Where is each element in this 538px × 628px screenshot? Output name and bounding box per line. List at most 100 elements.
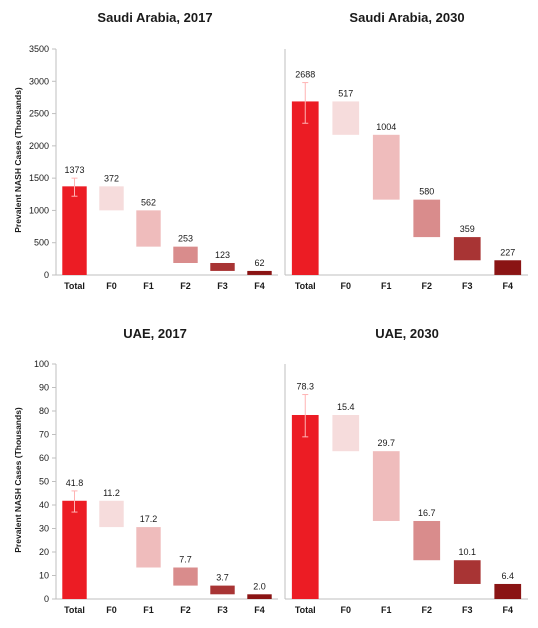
- bar-f1: [372, 134, 400, 200]
- x-tick-label: F0: [106, 281, 117, 291]
- error-bar: [302, 394, 309, 438]
- bar-f0: [332, 101, 360, 135]
- data-label: 123: [215, 250, 230, 260]
- bar-f2: [173, 567, 198, 586]
- panel-uae-2017: UAE, 2017 Prevalent NASH Cases (Thousand…: [13, 326, 278, 615]
- panel-uae-2030: UAE, 2030 78.3 Total 15.4 F0 29.7 F1 16.7 F2 10.…: [284, 326, 528, 615]
- x-tick-label: Total: [295, 605, 316, 615]
- bar-f3: [210, 262, 235, 271]
- bar-f1: [136, 210, 161, 247]
- y-tick-label: 2500: [29, 109, 49, 119]
- y-tick-label: 3500: [29, 44, 49, 54]
- bar-f1: [136, 527, 161, 568]
- panel-title: Saudi Arabia, 2017: [97, 10, 212, 25]
- data-label: 580: [419, 187, 434, 197]
- y-tick-label: 2000: [29, 141, 49, 151]
- x-tick-label: F0: [340, 605, 351, 615]
- y-tick-label: 80: [39, 406, 49, 416]
- plot-area: 2688 Total 517 F0 1004 F1 580 F2 359 F3 227 F4: [284, 49, 528, 291]
- bar-f4: [247, 270, 272, 275]
- data-label: 41.8: [66, 478, 84, 488]
- y-tick-label: 60: [39, 453, 49, 463]
- y-tick-label: 10: [39, 571, 49, 581]
- x-tick-label: F0: [340, 281, 351, 291]
- bar-f4: [494, 583, 522, 599]
- bar-f0: [332, 414, 360, 452]
- data-label: 16.7: [418, 508, 436, 518]
- y-tick-label: 20: [39, 547, 49, 557]
- plot-area: 0 500 1000 1500 2000 2500 3000 3500 1373 Total 372…: [29, 44, 278, 291]
- bar-total: [291, 101, 319, 275]
- data-label: 1373: [64, 165, 84, 175]
- data-label: 78.3: [296, 382, 314, 392]
- x-tick-label: F0: [106, 605, 117, 615]
- y-tick-label: 0: [44, 594, 49, 604]
- panel-title: UAE, 2030: [375, 326, 439, 341]
- error-bar: [71, 490, 78, 513]
- bar-f2: [413, 199, 441, 238]
- bar-f4: [494, 260, 522, 275]
- data-label: 10.1: [458, 547, 476, 557]
- y-tick-label: 1000: [29, 205, 49, 215]
- x-tick-label: F4: [254, 605, 265, 615]
- x-tick-label: F1: [381, 605, 392, 615]
- plot-area: 0 10 20 30 40 50 60 70 80 90 100 41.8 Total 11.2 F0 17.…: [34, 359, 278, 615]
- y-tick-label: 500: [34, 238, 49, 248]
- y-tick-label: 50: [39, 477, 49, 487]
- x-tick-label: F1: [381, 281, 392, 291]
- bar-total: [62, 500, 87, 599]
- x-tick-label: F1: [143, 281, 154, 291]
- y-tick-label: 100: [34, 359, 49, 369]
- data-label: 372: [104, 173, 119, 183]
- bar-f3: [453, 560, 481, 584]
- x-tick-label: F2: [421, 281, 432, 291]
- y-tick-label: 1500: [29, 173, 49, 183]
- bar-f3: [210, 585, 235, 595]
- x-tick-label: F2: [421, 605, 432, 615]
- x-tick-label: F4: [254, 281, 265, 291]
- plot-area: 78.3 Total 15.4 F0 29.7 F1 16.7 F2 10.1 F3 6.4 F4: [284, 364, 528, 615]
- data-label: 2688: [295, 70, 315, 80]
- bar-f1: [372, 451, 400, 521]
- x-tick-label: Total: [295, 281, 316, 291]
- panel-saudi-2017: Saudi Arabia, 2017 Prevalent NASH Cases …: [13, 10, 278, 291]
- data-label: 17.2: [140, 514, 158, 524]
- bar-f0: [99, 500, 124, 528]
- bar-f3: [453, 237, 481, 261]
- data-label: 253: [178, 234, 193, 244]
- data-label: 7.7: [179, 555, 192, 565]
- error-bar: [71, 177, 78, 197]
- x-tick-label: F3: [217, 605, 228, 615]
- y-tick-label: 40: [39, 500, 49, 510]
- x-tick-label: Total: [64, 605, 85, 615]
- x-tick-label: F2: [180, 605, 191, 615]
- y-tick-label: 30: [39, 524, 49, 534]
- data-label: 517: [338, 88, 353, 98]
- data-label: 29.7: [377, 438, 395, 448]
- x-tick-label: F3: [462, 281, 473, 291]
- y-tick-label: 70: [39, 430, 49, 440]
- data-label: 3.7: [216, 573, 229, 583]
- error-bar: [302, 82, 309, 124]
- x-tick-label: F4: [502, 605, 513, 615]
- y-axis-label: Prevalent NASH Cases (Thousands): [13, 87, 23, 233]
- bar-total: [291, 414, 319, 599]
- y-tick-label: 0: [44, 270, 49, 280]
- panel-saudi-2030: Saudi Arabia, 2030 2688 Total 517 F0 1004 F1 5…: [284, 10, 528, 291]
- bar-f2: [173, 246, 198, 263]
- bar-f0: [99, 186, 124, 211]
- data-label: 15.4: [337, 402, 355, 412]
- x-tick-label: Total: [64, 281, 85, 291]
- bar-f4: [247, 594, 272, 599]
- data-label: 227: [500, 247, 515, 257]
- x-tick-label: F3: [217, 281, 228, 291]
- panel-title: UAE, 2017: [123, 326, 187, 341]
- y-tick-label: 90: [39, 383, 49, 393]
- x-tick-label: F4: [502, 281, 513, 291]
- data-label: 62: [254, 258, 264, 268]
- x-tick-label: F2: [180, 281, 191, 291]
- bar-total: [62, 186, 87, 275]
- panel-title: Saudi Arabia, 2030: [349, 10, 464, 25]
